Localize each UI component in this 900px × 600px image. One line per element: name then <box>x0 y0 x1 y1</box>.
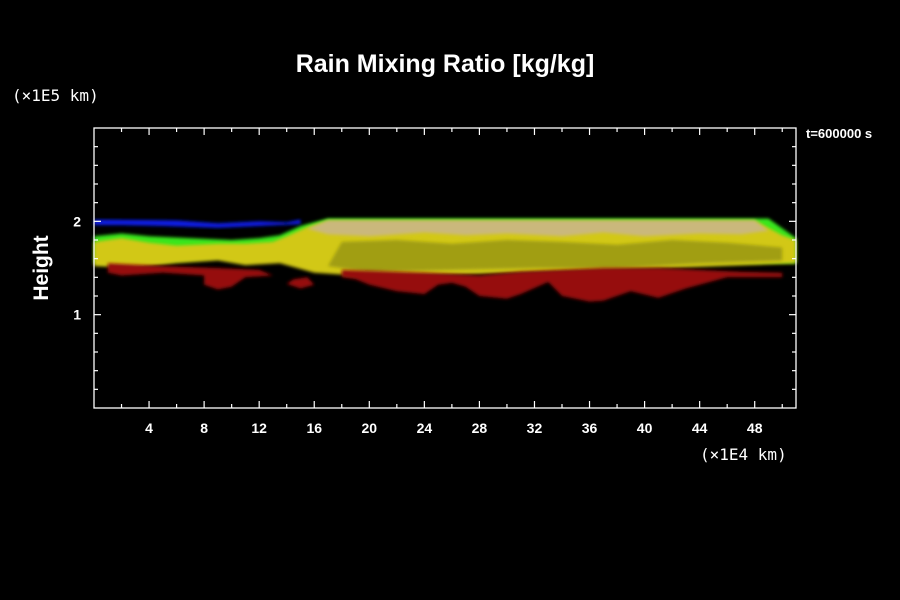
x-tick-label: 32 <box>527 420 543 436</box>
x-tick-label: 12 <box>251 420 267 436</box>
x-tick-label: 20 <box>362 420 378 436</box>
x-tick-label: 16 <box>306 420 322 436</box>
y-tick-label: 2 <box>73 213 81 229</box>
x-unit-label: (×1E4 km) <box>700 445 787 464</box>
plot-frame <box>93 127 797 409</box>
field-region-beige-4 <box>307 220 769 237</box>
x-tick-label: 28 <box>472 420 488 436</box>
x-tick-label: 44 <box>692 420 708 436</box>
field-region-red-5 <box>107 263 273 290</box>
field-region-red-6 <box>286 277 315 289</box>
x-tick-label: 24 <box>417 420 433 436</box>
y-unit-label: (×1E5 km) <box>12 86 99 105</box>
time-label: t=600000 s <box>806 126 872 141</box>
x-tick-label: 8 <box>200 420 208 436</box>
field-region-olive-3 <box>328 240 783 272</box>
y-tick-label: 1 <box>73 307 81 323</box>
field-region-red-7 <box>341 268 783 302</box>
data-layer <box>94 218 796 302</box>
x-tick-label: 4 <box>145 420 153 436</box>
axis-ticks <box>94 128 796 408</box>
x-tick-label: 36 <box>582 420 598 436</box>
chart-title: Rain Mixing Ratio [kg/kg] <box>296 50 595 78</box>
y-axis-title: Height <box>30 235 53 300</box>
x-tick-label: 48 <box>747 420 763 436</box>
field-region-blue-0 <box>94 219 301 228</box>
x-tick-label: 40 <box>637 420 653 436</box>
